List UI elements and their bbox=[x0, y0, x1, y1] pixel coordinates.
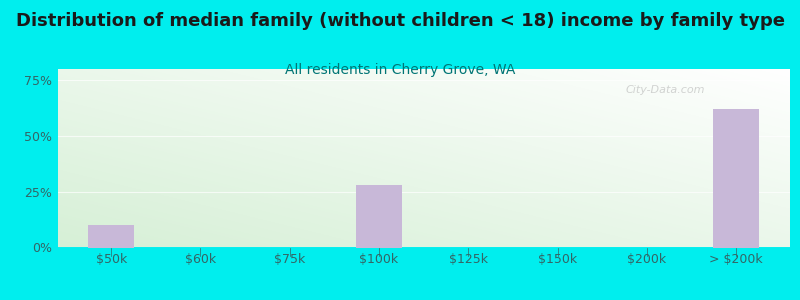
Text: Distribution of median family (without children < 18) income by family type: Distribution of median family (without c… bbox=[15, 12, 785, 30]
Text: All residents in Cherry Grove, WA: All residents in Cherry Grove, WA bbox=[285, 63, 515, 77]
Bar bbox=[356, 185, 402, 248]
Bar bbox=[88, 225, 134, 248]
Text: City-Data.com: City-Data.com bbox=[626, 85, 705, 95]
Bar bbox=[713, 109, 759, 248]
